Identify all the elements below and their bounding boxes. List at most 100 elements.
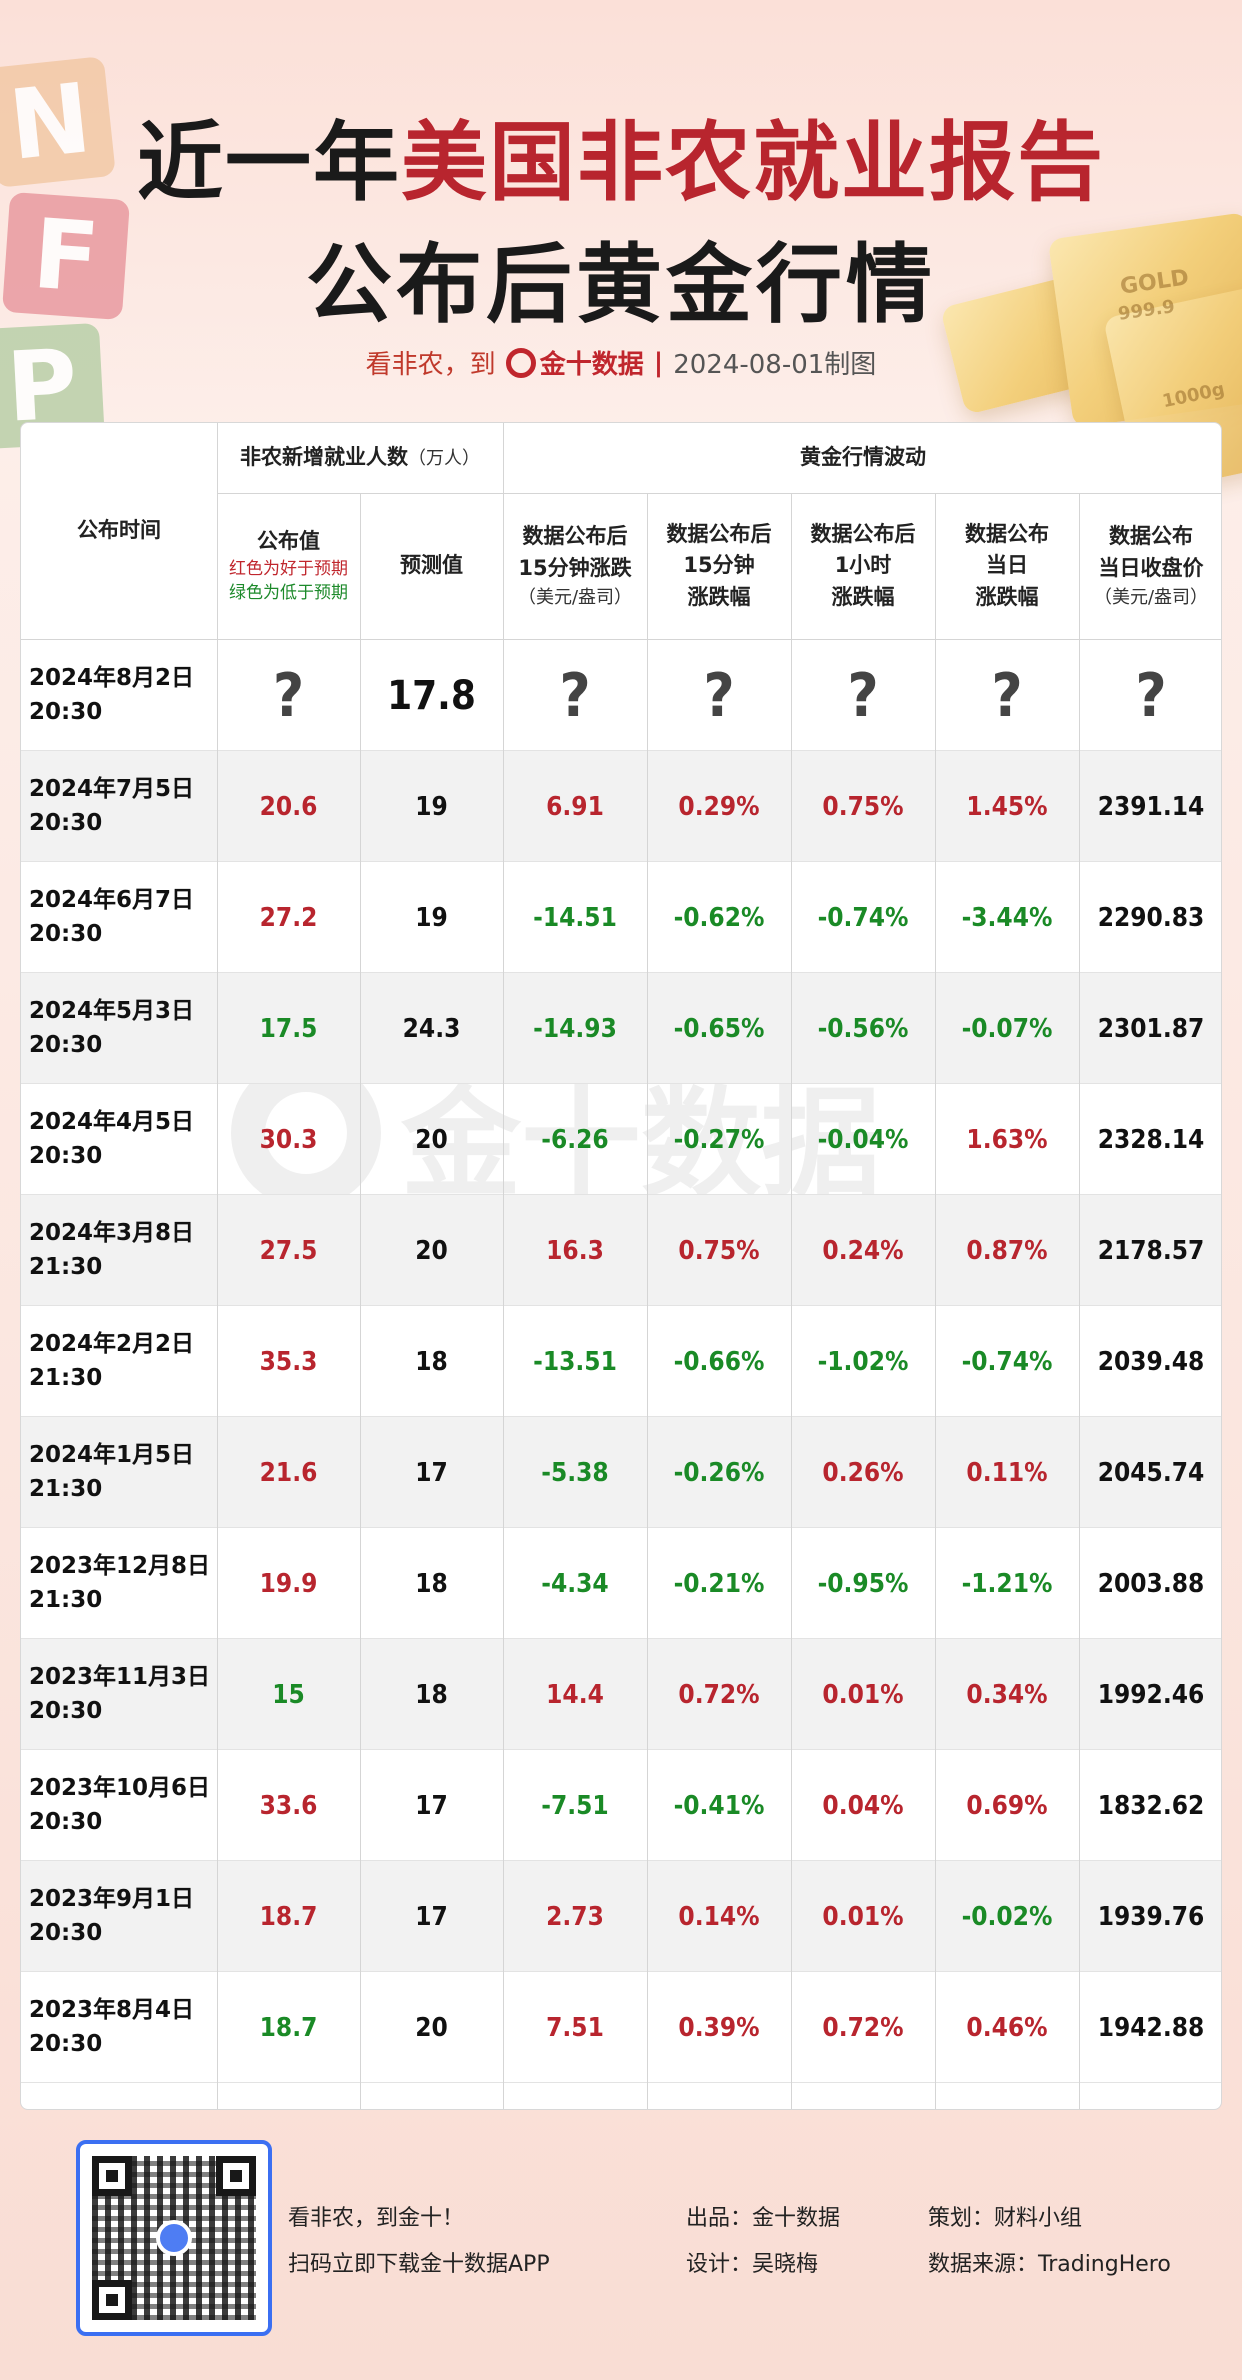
cell-actual: 21.6 (259, 1457, 318, 1488)
cell-p15: -0.21% (673, 1568, 765, 1599)
row-date-day: 2024年1月5日 (29, 1442, 195, 1469)
cell-pd: 0.46% (966, 2012, 1048, 2043)
table-row: 2023年10月6日 20:30 33.6 17 -7.51 -0.41% 0.04% 0.6… (21, 1750, 1221, 1861)
cell-p1h: -0.95% (817, 1568, 909, 1599)
header-group-nfp-label: 非农新增就业人数 (240, 445, 408, 470)
title-prefix: 近一年 (137, 112, 401, 213)
cell-c15: -7.51 (541, 1790, 609, 1821)
cell-close: 2301.87 (1097, 1013, 1205, 1044)
row-date-day: 2024年3月8日 (29, 1220, 195, 1247)
grid-line (21, 1638, 1221, 1639)
header-15m-pct: 数据公布后 15分钟 涨跌幅 (647, 493, 791, 639)
cell-p1h: 0.72% (822, 2012, 904, 2043)
cell-pd: ? (991, 660, 1023, 731)
subtitle: 看非农，到 金十数据 | 2024-08-01制图 (0, 344, 1242, 381)
header-time: 公布时间 (21, 423, 217, 639)
table-row: 2023年11月3日 20:30 15 18 14.4 0.72% 0.01% 0.34% 19… (21, 1639, 1221, 1750)
grid-line (791, 493, 792, 2109)
cell-pd: 1.63% (966, 1124, 1048, 1155)
page-title-line2: 公布后黄金行情 (306, 234, 936, 335)
cell-c15: -14.93 (533, 1013, 617, 1044)
cell-forecast: 24.3 (402, 1013, 461, 1044)
cell-close: 1992.46 (1097, 1679, 1205, 1710)
header-line: 当日 (986, 553, 1028, 578)
cell-p1h: -0.74% (817, 902, 909, 933)
grid-line (1079, 493, 1080, 2109)
cell-close: 1832.62 (1097, 1790, 1205, 1821)
cell-forecast: 19 (415, 902, 448, 933)
row-date: 2024年6月7日 20:30 (29, 862, 194, 973)
grid-line (217, 493, 1221, 494)
cell-p15: -0.62% (673, 902, 765, 933)
header-actual: 公布值 红色为好于预期 绿色为低于预期 (217, 493, 360, 639)
qr-finder (216, 2156, 256, 2196)
header-actual-label: 公布值 (257, 529, 320, 554)
cell-close: 2391.14 (1097, 791, 1205, 822)
row-date-time: 21:30 (29, 1364, 103, 1391)
cell-forecast: 17 (415, 1457, 448, 1488)
grid-line (21, 1194, 1221, 1195)
cell-actual: 18.7 (259, 1901, 318, 1932)
table-row: 2023年8月4日 20:30 18.7 20 7.51 0.39% 0.72% 0.46% 1… (21, 1972, 1221, 2083)
row-date-time: 20:30 (29, 1142, 103, 1169)
grid-line (503, 423, 504, 2109)
row-date-time: 20:30 (29, 809, 103, 836)
grid-line (935, 493, 936, 2109)
table-row: 2024年6月7日 20:30 27.2 19 -14.51 -0.62% -0.74% -3… (21, 862, 1221, 973)
cell-forecast: 18 (415, 1568, 448, 1599)
cell-p1h: 0.01% (822, 1901, 904, 1932)
brand-logo: 金十数据 (505, 344, 644, 381)
table-row: 2023年9月1日 20:30 18.7 17 2.73 0.14% 0.01% -0.02%… (21, 1861, 1221, 1972)
page-title: 近一年美国非农就业报告 (0, 92, 1242, 217)
cell-pd: 1.45% (966, 791, 1048, 822)
row-date: 2024年8月2日 20:30 (29, 640, 194, 751)
header-line: 数据公布后 (810, 521, 916, 546)
row-date-day: 2024年2月2日 (29, 1331, 195, 1358)
grid-line (21, 1749, 1221, 1750)
cell-actual: 17.5 (259, 1013, 318, 1044)
row-date-time: 21:30 (29, 1586, 103, 1613)
cell-close: 2003.88 (1097, 1568, 1205, 1599)
cell-p1h: 0.24% (822, 1235, 904, 1266)
row-date-day: 2024年4月5日 (29, 1109, 195, 1136)
header-group-gold: 黄金行情波动 (503, 423, 1221, 493)
cell-c15: -14.51 (533, 902, 617, 933)
table-row: 2024年7月5日 20:30 20.6 19 6.91 0.29% 0.75% 1.45% 2… (21, 751, 1221, 862)
header-line: 数据公布 (1109, 524, 1193, 548)
cell-close: 2039.48 (1097, 1346, 1205, 1377)
cell-actual: 15 (272, 1679, 305, 1710)
cell-c15: -5.38 (541, 1457, 609, 1488)
header-time-label: 公布时间 (77, 518, 161, 543)
header-line: 当日收盘价 (1098, 555, 1204, 580)
cell-actual: 19.9 (259, 1568, 318, 1599)
row-date-time: 20:30 (29, 698, 103, 725)
cell-forecast: 20 (415, 2012, 448, 2043)
cell-forecast: 17 (415, 1790, 448, 1821)
row-date-day: 2024年7月5日 (29, 776, 195, 803)
cell-close: 1939.76 (1097, 1901, 1205, 1932)
cell-pd: 0.34% (966, 1679, 1048, 1710)
nfp-gold-table: 金十数据 公布时间 非农新增就业人数 （万人） 黄金行情波动 公布值 红色为好于预… (20, 422, 1222, 2110)
row-date-day: 2023年9月1日 (29, 1886, 195, 1913)
cell-pd: -0.02% (961, 1901, 1053, 1932)
download-qr-code[interactable] (76, 2140, 272, 2336)
cell-actual: 18.7 (259, 2012, 318, 2043)
cell-pd: -3.44% (961, 902, 1053, 933)
cell-p15: -0.66% (673, 1346, 765, 1377)
cell-pd: -1.21% (961, 1568, 1053, 1599)
cell-p15: 0.72% (678, 1679, 760, 1710)
row-date: 2024年4月5日 20:30 (29, 1084, 194, 1195)
cell-c15: 7.51 (546, 2012, 604, 2043)
row-date-time: 20:30 (29, 1808, 103, 1835)
grid-line (21, 1305, 1221, 1306)
row-date-time: 20:30 (29, 920, 103, 947)
brand-name: 金十数据 (539, 350, 644, 380)
grid-line (21, 972, 1221, 973)
cell-p1h: -1.02% (817, 1346, 909, 1377)
header-day-pct: 数据公布 当日 涨跌幅 (935, 493, 1079, 639)
qr-pattern (92, 2156, 256, 2320)
qr-finder (92, 2280, 132, 2320)
grid-line (360, 493, 361, 2109)
grid-line (21, 1971, 1221, 1972)
cell-forecast: 19 (415, 791, 448, 822)
